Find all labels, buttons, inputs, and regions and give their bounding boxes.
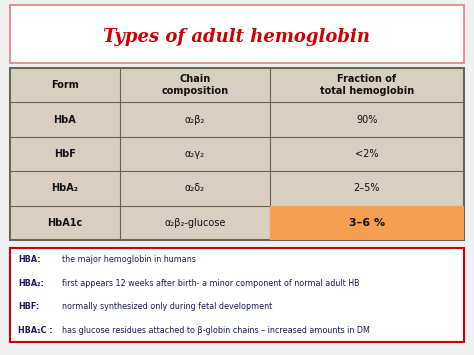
Text: HBA₁C :: HBA₁C : bbox=[18, 326, 53, 335]
Text: first appears 12 weeks after birth- a minor component of normal adult HB: first appears 12 weeks after birth- a mi… bbox=[62, 279, 360, 288]
FancyBboxPatch shape bbox=[270, 206, 464, 240]
Text: HbA: HbA bbox=[54, 115, 76, 125]
Text: HbF: HbF bbox=[54, 149, 76, 159]
Text: α₂β₂-glucose: α₂β₂-glucose bbox=[164, 218, 226, 228]
Text: HbA₂: HbA₂ bbox=[52, 184, 79, 193]
Text: α₂γ₂: α₂γ₂ bbox=[185, 149, 205, 159]
Text: has glucose residues attached to β-globin chains – increased amounts in DM: has glucose residues attached to β-globi… bbox=[62, 326, 370, 335]
Text: 90%: 90% bbox=[356, 115, 378, 125]
Text: <2%: <2% bbox=[355, 149, 379, 159]
Text: Fraction of
total hemoglobin: Fraction of total hemoglobin bbox=[320, 75, 414, 96]
Text: Chain
composition: Chain composition bbox=[162, 75, 228, 96]
Text: HBA₂:: HBA₂: bbox=[18, 279, 44, 288]
Text: normally synthesized only during fetal development: normally synthesized only during fetal d… bbox=[62, 302, 272, 311]
Text: HBF:: HBF: bbox=[18, 302, 39, 311]
Text: α₂δ₂: α₂δ₂ bbox=[185, 184, 205, 193]
Text: α₂β₂: α₂β₂ bbox=[185, 115, 205, 125]
FancyBboxPatch shape bbox=[10, 68, 464, 240]
Text: the major hemoglobin in humans: the major hemoglobin in humans bbox=[62, 255, 196, 264]
Text: 2–5%: 2–5% bbox=[354, 184, 380, 193]
Text: Types of adult hemoglobin: Types of adult hemoglobin bbox=[103, 28, 371, 46]
Text: 3–6 %: 3–6 % bbox=[349, 218, 385, 228]
FancyBboxPatch shape bbox=[10, 5, 464, 63]
Text: Form: Form bbox=[51, 80, 79, 90]
Text: HbA1c: HbA1c bbox=[47, 218, 82, 228]
FancyBboxPatch shape bbox=[10, 248, 464, 342]
Text: HBA:: HBA: bbox=[18, 255, 40, 264]
